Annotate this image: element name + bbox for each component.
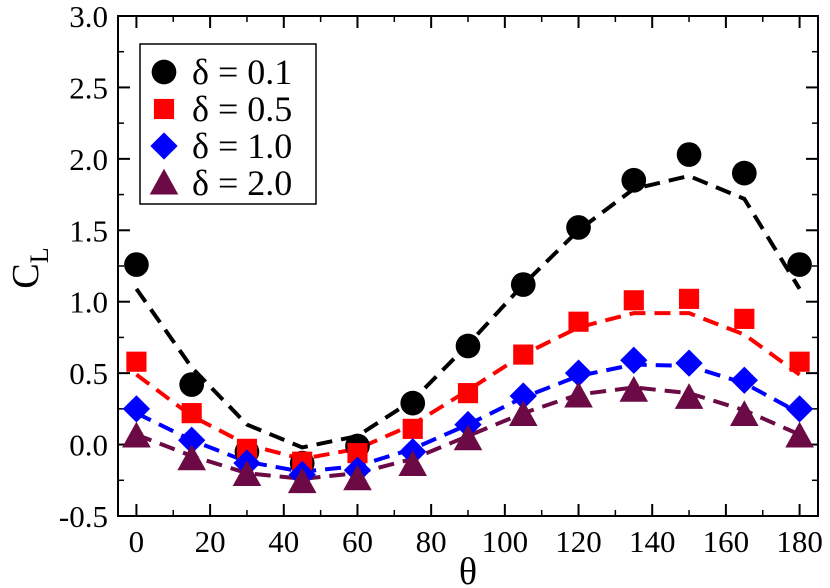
data-point-series-2 [513,344,534,365]
data-point-series-1 [179,372,205,397]
data-point-series-4 [619,375,649,402]
y-tick-label: 1.5 [69,213,108,248]
data-point-series-1 [787,252,812,277]
legend-marker-series-2 [153,98,175,120]
legend-marker-series-3 [150,132,178,160]
data-markers [122,142,814,494]
y-tick-label: 1.0 [69,285,108,320]
data-point-series-4 [122,421,151,448]
y-axis-label: CL [5,247,54,288]
legend-label-series-4: δ = 2.0 [192,163,292,203]
data-point-series-4 [287,467,317,494]
data-point-series-4 [343,464,372,491]
data-point-series-2 [236,438,258,459]
data-point-series-1 [455,333,481,359]
y-tick-label: 0.0 [69,428,108,463]
data-point-series-2 [457,383,479,404]
legend: δ = 0.1δ = 0.5δ = 1.0δ = 2.0 [139,43,317,205]
data-point-series-2 [568,311,589,332]
x-tick-label: 60 [342,524,373,559]
data-point-series-4 [508,400,538,427]
x-tick-label: 80 [416,524,447,559]
data-point-series-2 [789,351,810,372]
y-tick-label: 0.5 [69,356,108,391]
y-tick-label: 3.0 [69,0,108,34]
data-point-series-3 [178,426,206,454]
data-point-series-4 [453,424,483,451]
x-tick-label: 120 [555,524,602,559]
data-point-series-3 [675,349,703,377]
data-point-series-4 [177,444,206,471]
y-tick-label: 2.0 [69,142,108,177]
data-point-series-1 [510,272,536,297]
data-point-series-2 [402,418,423,439]
data-point-series-2 [126,351,147,372]
data-point-series-1 [400,390,426,416]
legend-label-series-1: δ = 0.1 [192,52,292,92]
legend-marker-series-4 [149,168,179,195]
data-point-series-1 [124,252,149,277]
data-point-series-2 [623,290,644,311]
y-axis-label-main: C [5,263,47,288]
data-point-series-3 [730,366,758,394]
legend-label-series-2: δ = 0.5 [192,89,292,129]
axis-ticks: 0 20 40 60 80 100 120 140 160 180 -0.5 0.0 0.5 1.0 1.5… [59,0,823,559]
x-tick-label: 180 [776,524,823,559]
y-axis-label-sub: L [25,247,54,263]
x-tick-label: 100 [482,524,529,559]
data-point-series-1 [676,142,702,167]
data-point-series-1 [621,167,647,193]
data-point-series-4 [730,400,759,427]
x-tick-label: 160 [703,524,750,559]
data-point-series-2 [181,403,202,424]
data-point-series-4 [398,450,428,477]
data-point-series-4 [785,421,814,448]
x-tick-label: 140 [629,524,676,559]
y-tick-label: -0.5 [59,499,108,534]
data-point-series-3 [564,359,593,387]
legend-marker-series-1 [151,59,177,85]
data-point-series-4 [232,460,262,487]
x-tick-label: 40 [268,524,299,559]
y-tick-label: 2.5 [69,70,108,105]
data-point-series-2 [347,443,368,464]
data-point-series-1 [566,215,591,240]
x-tick-label: 0 [129,524,145,559]
x-tick-label: 20 [195,524,226,559]
data-point-series-2 [734,308,755,329]
data-point-series-4 [564,381,593,408]
data-point-series-3 [620,346,648,374]
data-point-series-3 [509,382,537,410]
legend-label-series-3: δ = 1.0 [192,126,292,166]
data-point-series-3 [785,395,814,423]
data-point-series-4 [674,383,704,409]
data-point-series-1 [731,160,757,186]
x-axis-label: θ [459,551,477,588]
svg-text:CL: CL [5,247,54,288]
data-point-series-2 [678,288,700,309]
data-point-series-3 [122,395,151,423]
